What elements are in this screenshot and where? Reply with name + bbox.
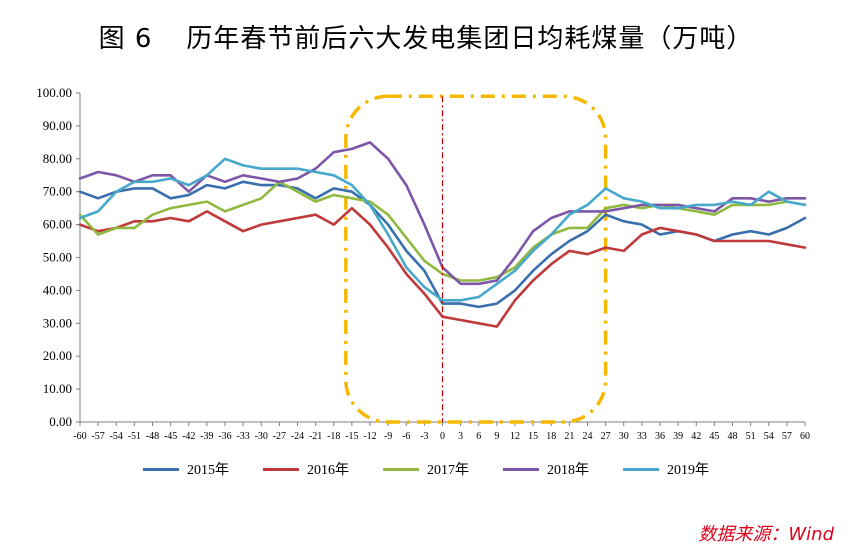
x-tick-label: 33 [637, 431, 647, 442]
x-tick-label: 18 [546, 431, 556, 442]
y-tick-label: 80.00 [43, 151, 72, 166]
x-tick-label: 12 [510, 431, 520, 442]
legend-item: 2016年 [263, 459, 349, 479]
legend-item: 2017年 [383, 459, 469, 479]
x-tick-label: 51 [746, 431, 756, 442]
x-tick-label: -3 [420, 431, 428, 442]
x-tick-label: -60 [73, 431, 86, 442]
legend: 2015年 2016年 2017年 2018年 2019年 [0, 459, 852, 479]
legend-label: 2016年 [307, 463, 349, 478]
x-tick-label: -27 [273, 431, 286, 442]
legend-item: 2019年 [623, 459, 709, 479]
legend-swatch [623, 467, 659, 471]
legend-label: 2018年 [547, 463, 589, 478]
x-tick-label: 3 [458, 431, 463, 442]
legend-label: 2017年 [427, 463, 469, 478]
x-tick-label: 39 [673, 431, 683, 442]
y-tick-label: 60.00 [43, 217, 72, 232]
x-tick-label: -57 [91, 431, 104, 442]
x-tick-label: -15 [345, 431, 358, 442]
x-tick-label: -12 [363, 431, 376, 442]
y-tick-label: 50.00 [43, 250, 72, 265]
x-tick-label: -51 [128, 431, 141, 442]
y-tick-label: 40.00 [43, 282, 72, 297]
legend-swatch [263, 467, 299, 471]
source-note: 数据来源：Wind [698, 524, 834, 545]
x-tick-label: 6 [476, 431, 481, 442]
x-tick-label: 0 [440, 431, 445, 442]
x-tick-label: -6 [402, 431, 410, 442]
highlight-box [344, 94, 608, 424]
x-tick-label: -42 [182, 431, 195, 442]
x-tick-label: -45 [164, 431, 177, 442]
x-tick-label: 24 [583, 431, 593, 442]
y-tick-label: 90.00 [43, 118, 72, 133]
legend-swatch [143, 467, 179, 471]
x-tick-label: -18 [327, 431, 340, 442]
x-tick-label: -24 [291, 431, 304, 442]
legend-swatch [383, 467, 419, 471]
x-tick-label: -39 [200, 431, 213, 442]
legend-label: 2015年 [187, 463, 229, 478]
series-line-2019年 [78, 157, 807, 302]
title-text: 历年春节前后六大发电集团日均耗煤量（万吨） [186, 24, 754, 54]
y-tick-label: 10.00 [43, 381, 72, 396]
chart-title: 图 6 历年春节前后六大发电集团日均耗煤量（万吨） [0, 18, 852, 55]
x-tick-label: 54 [764, 431, 774, 442]
x-tick-label: -54 [110, 431, 123, 442]
x-tick-label: -48 [146, 431, 159, 442]
x-tick-label: 48 [728, 431, 738, 442]
x-tick-label: -33 [236, 431, 249, 442]
y-tick-label: 20.00 [43, 348, 72, 363]
legend-swatch [503, 467, 539, 471]
x-tick-label: 36 [655, 431, 665, 442]
figure-number: 图 6 [98, 24, 153, 54]
x-tick-label: 27 [601, 431, 611, 442]
x-tick-label: -9 [384, 431, 392, 442]
x-tick-label: -36 [218, 431, 231, 442]
legend-label: 2019年 [667, 463, 709, 478]
y-tick-label: 30.00 [43, 315, 72, 330]
x-tick-label: 57 [782, 431, 792, 442]
x-tick-label: 21 [564, 431, 574, 442]
y-tick-label: 70.00 [43, 184, 72, 199]
x-tick-label: 15 [528, 431, 538, 442]
x-tick-label: -21 [309, 431, 322, 442]
x-tick-label: 30 [619, 431, 629, 442]
legend-item: 2018年 [503, 459, 589, 479]
x-tick-label: 45 [709, 431, 719, 442]
x-tick-label: -30 [255, 431, 268, 442]
y-tick-label: 0.00 [49, 414, 72, 429]
x-tick-label: 60 [800, 431, 810, 442]
x-tick-label: 42 [691, 431, 701, 442]
y-tick-label: 100.00 [36, 85, 72, 100]
x-tick-label: 9 [494, 431, 499, 442]
legend-item: 2015年 [143, 459, 229, 479]
